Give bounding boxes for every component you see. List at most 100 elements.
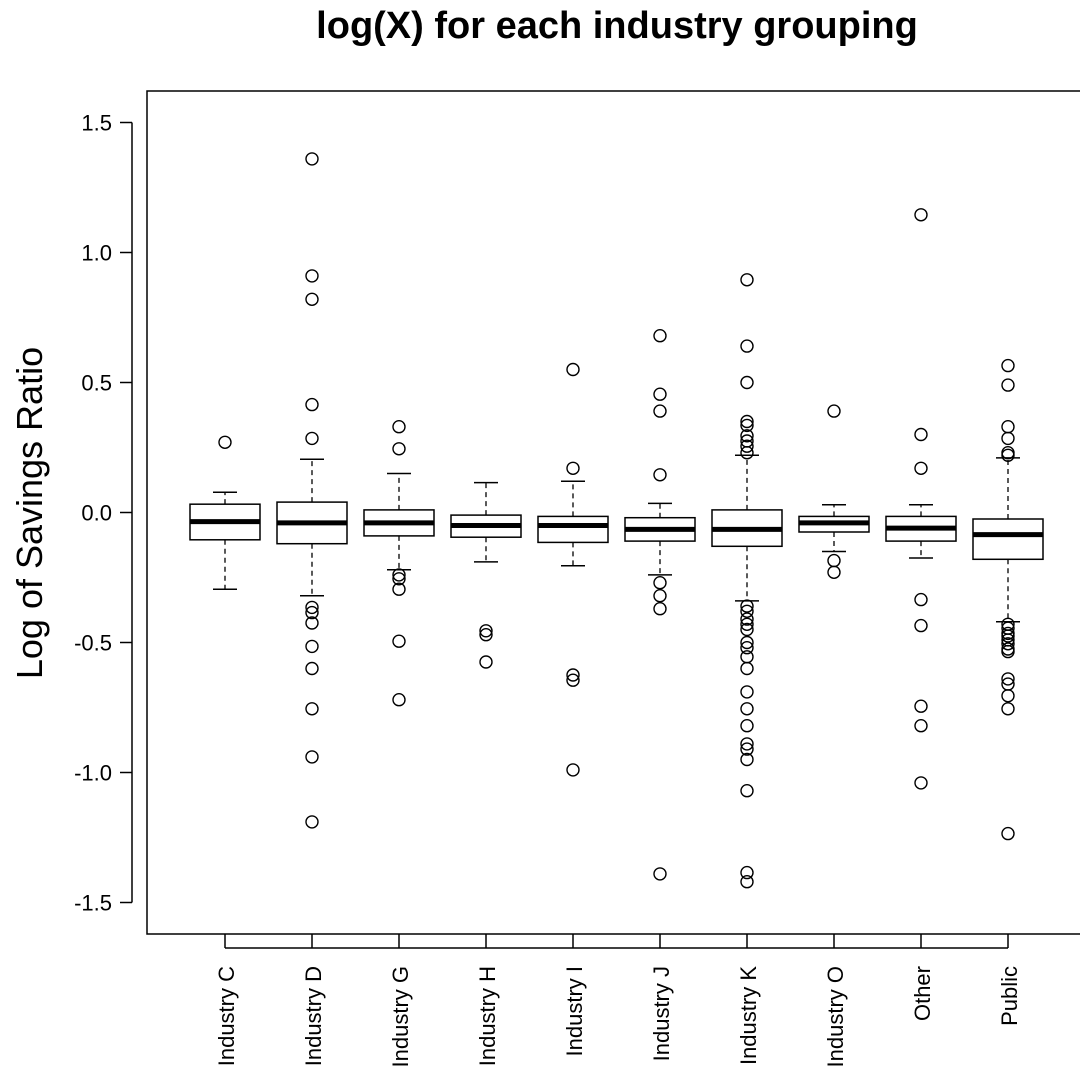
outlier-point bbox=[827, 404, 841, 418]
outlier-point bbox=[740, 685, 754, 699]
outlier-point bbox=[914, 719, 928, 733]
outlier-point bbox=[392, 568, 406, 582]
outlier-point bbox=[566, 668, 580, 682]
outlier-point bbox=[740, 650, 754, 664]
outlier-point bbox=[740, 375, 754, 390]
outlier-point bbox=[305, 616, 319, 630]
outlier-point bbox=[218, 435, 232, 449]
outlier-point bbox=[566, 763, 580, 777]
y-tick-label: 0.0 bbox=[81, 501, 112, 526]
outlier-point bbox=[305, 639, 319, 654]
outlier-point bbox=[740, 742, 754, 756]
box-group bbox=[363, 420, 435, 707]
outlier-point bbox=[1001, 826, 1015, 841]
outlier-point bbox=[392, 442, 406, 456]
outlier-point bbox=[1001, 448, 1015, 462]
outlier-point bbox=[653, 387, 667, 401]
x-tick-label: Industry K bbox=[736, 966, 761, 1065]
outlier-point bbox=[740, 737, 754, 751]
outlier-point bbox=[653, 404, 667, 418]
box bbox=[537, 515, 609, 544]
outlier-point bbox=[914, 776, 928, 790]
outlier-point bbox=[392, 634, 406, 648]
outlier-point bbox=[740, 339, 754, 353]
outlier-point bbox=[566, 362, 580, 377]
plot-frame bbox=[146, 90, 1080, 935]
outlier-point bbox=[1001, 702, 1015, 716]
outlier-point bbox=[914, 699, 928, 713]
outlier-point bbox=[1001, 358, 1015, 373]
outlier-point bbox=[1001, 446, 1015, 460]
outlier-point bbox=[740, 752, 754, 767]
outlier-point bbox=[914, 461, 928, 475]
outlier-point bbox=[392, 420, 406, 434]
x-tick-label: Industry I bbox=[562, 966, 587, 1056]
outlier-point bbox=[740, 599, 754, 613]
outlier-point bbox=[740, 635, 754, 650]
x-axis: Industry C Industry D Industry G Industry H… bbox=[214, 934, 1022, 1067]
outlier-point bbox=[305, 269, 319, 283]
box-group bbox=[189, 435, 261, 590]
outlier-point bbox=[1001, 672, 1015, 686]
outlier-point bbox=[740, 865, 754, 880]
outlier-point bbox=[914, 618, 928, 633]
outlier-point bbox=[305, 431, 319, 446]
outlier-point bbox=[1001, 378, 1015, 392]
outlier-point bbox=[740, 622, 754, 637]
outlier-point bbox=[914, 208, 928, 222]
outlier-point bbox=[1001, 431, 1015, 446]
box-group bbox=[450, 481, 522, 669]
outlier-point bbox=[479, 624, 493, 638]
y-axis: 1.5 1.0 0.5 0.0 -0.5 -1.0 -1.5 bbox=[74, 111, 133, 916]
outlier-point bbox=[653, 602, 667, 616]
outlier-point bbox=[305, 397, 319, 412]
box-group bbox=[537, 362, 609, 777]
y-axis-label: Log of Savings Ratio bbox=[9, 347, 50, 679]
outlier-point bbox=[740, 702, 754, 716]
outlier-point bbox=[1001, 689, 1015, 703]
outlier-point bbox=[1001, 644, 1015, 659]
outlier-point bbox=[566, 673, 580, 687]
outlier-point bbox=[305, 292, 319, 306]
outlier-point bbox=[740, 429, 754, 443]
x-tick-label: Industry G bbox=[388, 966, 413, 1067]
outlier-point bbox=[392, 572, 406, 586]
outlier-point bbox=[740, 604, 754, 618]
outlier-point bbox=[305, 605, 319, 620]
box bbox=[972, 518, 1044, 561]
box-group bbox=[972, 358, 1044, 841]
y-tick-label: 1.0 bbox=[81, 241, 112, 266]
outlier-point bbox=[740, 641, 754, 655]
outlier-point bbox=[1001, 629, 1015, 643]
outlier-point bbox=[740, 719, 754, 733]
outlier-point bbox=[740, 446, 754, 460]
outlier-point bbox=[479, 655, 493, 669]
outlier-point bbox=[740, 875, 754, 889]
outlier-point bbox=[653, 576, 667, 590]
boxes bbox=[189, 152, 1044, 889]
box-group bbox=[798, 404, 870, 579]
x-tick-label: Industry O bbox=[823, 966, 848, 1067]
outlier-point bbox=[653, 329, 667, 343]
box-group bbox=[885, 208, 957, 790]
outlier-point bbox=[305, 750, 319, 764]
outlier-point bbox=[1001, 420, 1015, 434]
outlier-point bbox=[740, 612, 754, 626]
outlier-point bbox=[305, 815, 319, 829]
box-group bbox=[624, 329, 696, 881]
outlier-point bbox=[479, 628, 493, 642]
outlier-point bbox=[740, 661, 754, 676]
x-tick-label: Public bbox=[997, 966, 1022, 1026]
outlier-point bbox=[740, 418, 754, 433]
outlier-point bbox=[305, 600, 319, 615]
outlier-point bbox=[653, 468, 667, 482]
outlier-point bbox=[827, 565, 841, 579]
outlier-point bbox=[1001, 637, 1015, 651]
outlier-point bbox=[740, 439, 754, 453]
x-tick-label: Industry D bbox=[301, 966, 326, 1066]
chart-title: log(X) for each industry grouping bbox=[316, 5, 918, 47]
box-group bbox=[711, 273, 783, 889]
outlier-point bbox=[566, 461, 580, 475]
box-group bbox=[276, 152, 348, 829]
outlier-point bbox=[305, 702, 319, 716]
